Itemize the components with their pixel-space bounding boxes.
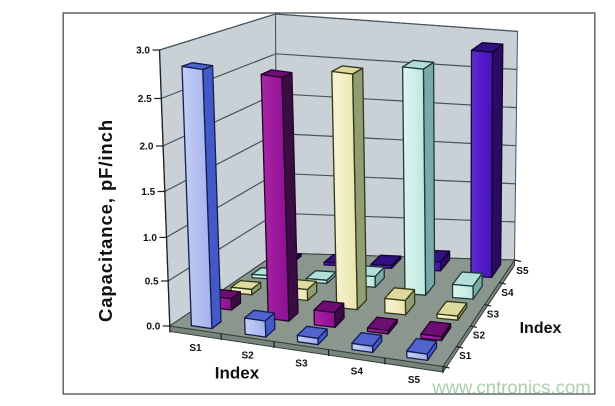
svg-text:Index: Index [215, 364, 260, 383]
svg-text:S4: S4 [351, 367, 364, 378]
svg-text:S1: S1 [189, 343, 202, 354]
svg-text:S2: S2 [241, 351, 254, 362]
svg-text:Index: Index [520, 320, 562, 337]
svg-text:2.0: 2.0 [139, 142, 153, 153]
svg-text:1.0: 1.0 [143, 233, 157, 244]
svg-text:S4: S4 [501, 288, 514, 299]
svg-text:0.5: 0.5 [145, 277, 159, 288]
svg-text:www.cntronics.com: www.cntronics.com [431, 377, 590, 398]
svg-text:S5: S5 [516, 266, 529, 277]
svg-text:S3: S3 [295, 359, 308, 370]
svg-text:Capacitance, pF/inch: Capacitance, pF/inch [95, 119, 116, 322]
svg-text:S3: S3 [487, 310, 500, 321]
svg-text:0.0: 0.0 [146, 322, 160, 333]
svg-text:S5: S5 [408, 375, 421, 386]
svg-text:S2: S2 [473, 331, 486, 342]
svg-text:2.5: 2.5 [138, 94, 152, 105]
svg-text:3.0: 3.0 [136, 46, 150, 57]
svg-text:S1: S1 [459, 351, 472, 362]
svg-text:1.5: 1.5 [141, 187, 155, 198]
